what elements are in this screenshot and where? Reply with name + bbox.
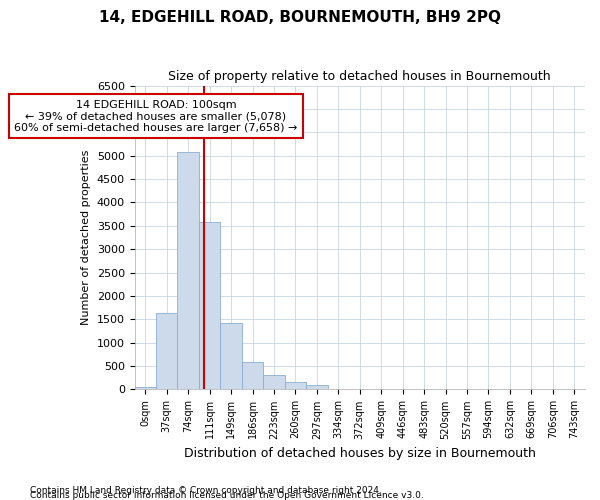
Bar xyxy=(263,376,284,390)
Bar xyxy=(220,323,242,390)
Bar xyxy=(242,362,263,390)
Text: Contains HM Land Registry data © Crown copyright and database right 2024.: Contains HM Land Registry data © Crown c… xyxy=(30,486,382,495)
Text: Contains public sector information licensed under the Open Government Licence v3: Contains public sector information licen… xyxy=(30,491,424,500)
Y-axis label: Number of detached properties: Number of detached properties xyxy=(81,150,91,325)
Text: 14 EDGEHILL ROAD: 100sqm
← 39% of detached houses are smaller (5,078)
60% of sem: 14 EDGEHILL ROAD: 100sqm ← 39% of detach… xyxy=(14,100,298,133)
Bar xyxy=(134,386,156,390)
Bar xyxy=(199,222,220,390)
Bar xyxy=(284,382,306,390)
X-axis label: Distribution of detached houses by size in Bournemouth: Distribution of detached houses by size … xyxy=(184,447,536,460)
Bar xyxy=(178,152,199,390)
Bar xyxy=(156,313,178,390)
Title: Size of property relative to detached houses in Bournemouth: Size of property relative to detached ho… xyxy=(169,70,551,83)
Text: 14, EDGEHILL ROAD, BOURNEMOUTH, BH9 2PQ: 14, EDGEHILL ROAD, BOURNEMOUTH, BH9 2PQ xyxy=(99,10,501,25)
Bar xyxy=(306,385,328,390)
